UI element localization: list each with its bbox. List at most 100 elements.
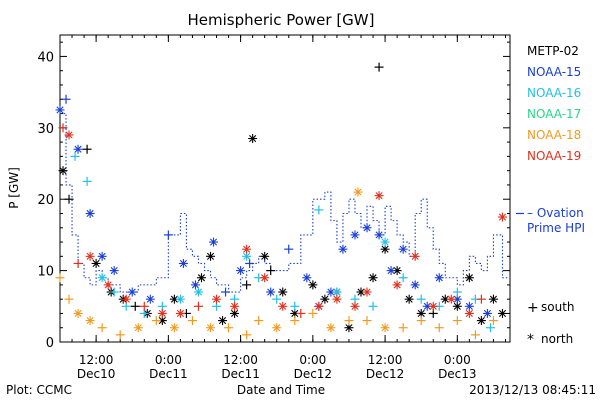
star-stroke xyxy=(273,324,281,332)
series-noaa-18 xyxy=(55,187,498,340)
plot-credit: Plot: CCMC xyxy=(6,383,72,397)
data-point-south xyxy=(64,194,74,204)
y-tick-label: 0 xyxy=(46,336,54,351)
star-stroke xyxy=(261,252,269,260)
data-point-north xyxy=(218,316,228,326)
data-point-north xyxy=(178,258,188,268)
star-stroke xyxy=(441,295,449,303)
star-stroke xyxy=(489,295,498,303)
data-point-north xyxy=(332,287,342,297)
data-point-south xyxy=(488,316,498,326)
data-point-south xyxy=(266,266,276,276)
data-point-north xyxy=(404,294,414,304)
star-stroke xyxy=(56,106,64,114)
data-point-north xyxy=(58,166,68,176)
star-stroke xyxy=(381,238,389,246)
star-stroke xyxy=(206,252,215,260)
star-stroke xyxy=(381,245,389,253)
x-tick-time-label: 12:00 xyxy=(79,353,114,367)
data-point-north xyxy=(175,294,185,304)
data-point-north xyxy=(242,244,252,254)
star-stroke xyxy=(498,309,507,318)
data-point-north xyxy=(476,316,486,326)
data-point-north xyxy=(55,105,65,115)
data-point-north xyxy=(392,280,402,290)
data-point-south xyxy=(476,294,486,304)
x-tick-date-label: Dec11 xyxy=(149,367,188,381)
data-point-north xyxy=(193,287,203,297)
star-stroke xyxy=(206,324,215,332)
marker-key-south-symbol: + xyxy=(527,300,539,316)
star-stroke xyxy=(170,324,178,332)
star-stroke xyxy=(191,281,200,289)
star-stroke xyxy=(393,267,401,275)
data-point-north xyxy=(212,294,222,304)
data-point-north xyxy=(434,273,444,283)
data-point-north xyxy=(410,251,420,261)
data-point-south xyxy=(82,144,92,154)
star-stroke xyxy=(354,188,362,196)
marker-key-north-symbol: * xyxy=(527,332,534,348)
series-noaa-19 xyxy=(58,123,507,318)
data-point-south xyxy=(362,316,372,326)
star-stroke xyxy=(98,274,106,282)
star-stroke xyxy=(291,309,299,318)
star-stroke xyxy=(237,267,245,275)
data-point-south xyxy=(290,301,300,311)
star-stroke xyxy=(315,302,323,310)
star-stroke xyxy=(423,302,431,310)
data-point-north xyxy=(133,323,143,333)
star-stroke xyxy=(465,302,473,310)
star-stroke xyxy=(197,274,206,282)
star-stroke xyxy=(65,131,73,139)
star-stroke xyxy=(375,192,383,200)
legend-entry-noaa-19: NOAA-19 xyxy=(527,149,581,163)
data-point-north xyxy=(73,144,83,154)
data-point-south xyxy=(434,323,444,333)
star-stroke xyxy=(411,252,419,260)
ovation-label-line-2: Prime HPI xyxy=(527,221,585,235)
data-point-south xyxy=(58,123,68,133)
data-point-south xyxy=(242,280,252,290)
data-point-north xyxy=(398,244,408,254)
data-point-north xyxy=(121,294,131,304)
data-point-north xyxy=(464,273,474,283)
data-point-north xyxy=(248,134,258,144)
star-stroke xyxy=(483,309,491,318)
data-point-north xyxy=(272,323,282,333)
data-point-north xyxy=(488,294,498,304)
data-point-south xyxy=(70,151,80,161)
x-tick-date-label: Dec12 xyxy=(366,367,405,381)
data-point-south xyxy=(296,308,306,318)
star-stroke xyxy=(363,288,371,296)
star-stroke xyxy=(122,295,130,303)
star-stroke xyxy=(357,288,365,296)
data-point-north xyxy=(209,237,219,247)
star-stroke xyxy=(387,267,395,275)
data-point-north xyxy=(452,301,462,311)
star-stroke xyxy=(128,288,136,296)
data-point-north xyxy=(260,251,270,261)
star-stroke xyxy=(447,295,455,303)
data-point-north xyxy=(278,287,288,297)
data-point-south xyxy=(130,301,140,311)
marker-key-north-label: north xyxy=(541,332,573,346)
star-stroke xyxy=(381,324,389,332)
x-axis-label: Date and Time xyxy=(237,383,325,397)
star-stroke xyxy=(231,309,239,318)
star-stroke xyxy=(86,252,94,260)
star-stroke xyxy=(453,295,461,303)
data-point-north xyxy=(206,251,216,261)
star-stroke xyxy=(339,245,347,253)
star-stroke xyxy=(333,295,341,303)
data-point-south xyxy=(284,244,294,254)
x-tick-date-label: Dec11 xyxy=(221,367,260,381)
data-point-north xyxy=(380,323,390,333)
data-point-north xyxy=(320,294,330,304)
star-stroke xyxy=(279,302,287,310)
star-stroke xyxy=(231,302,239,310)
data-point-south xyxy=(163,230,173,240)
star-stroke xyxy=(333,288,341,296)
star-stroke xyxy=(74,145,82,153)
